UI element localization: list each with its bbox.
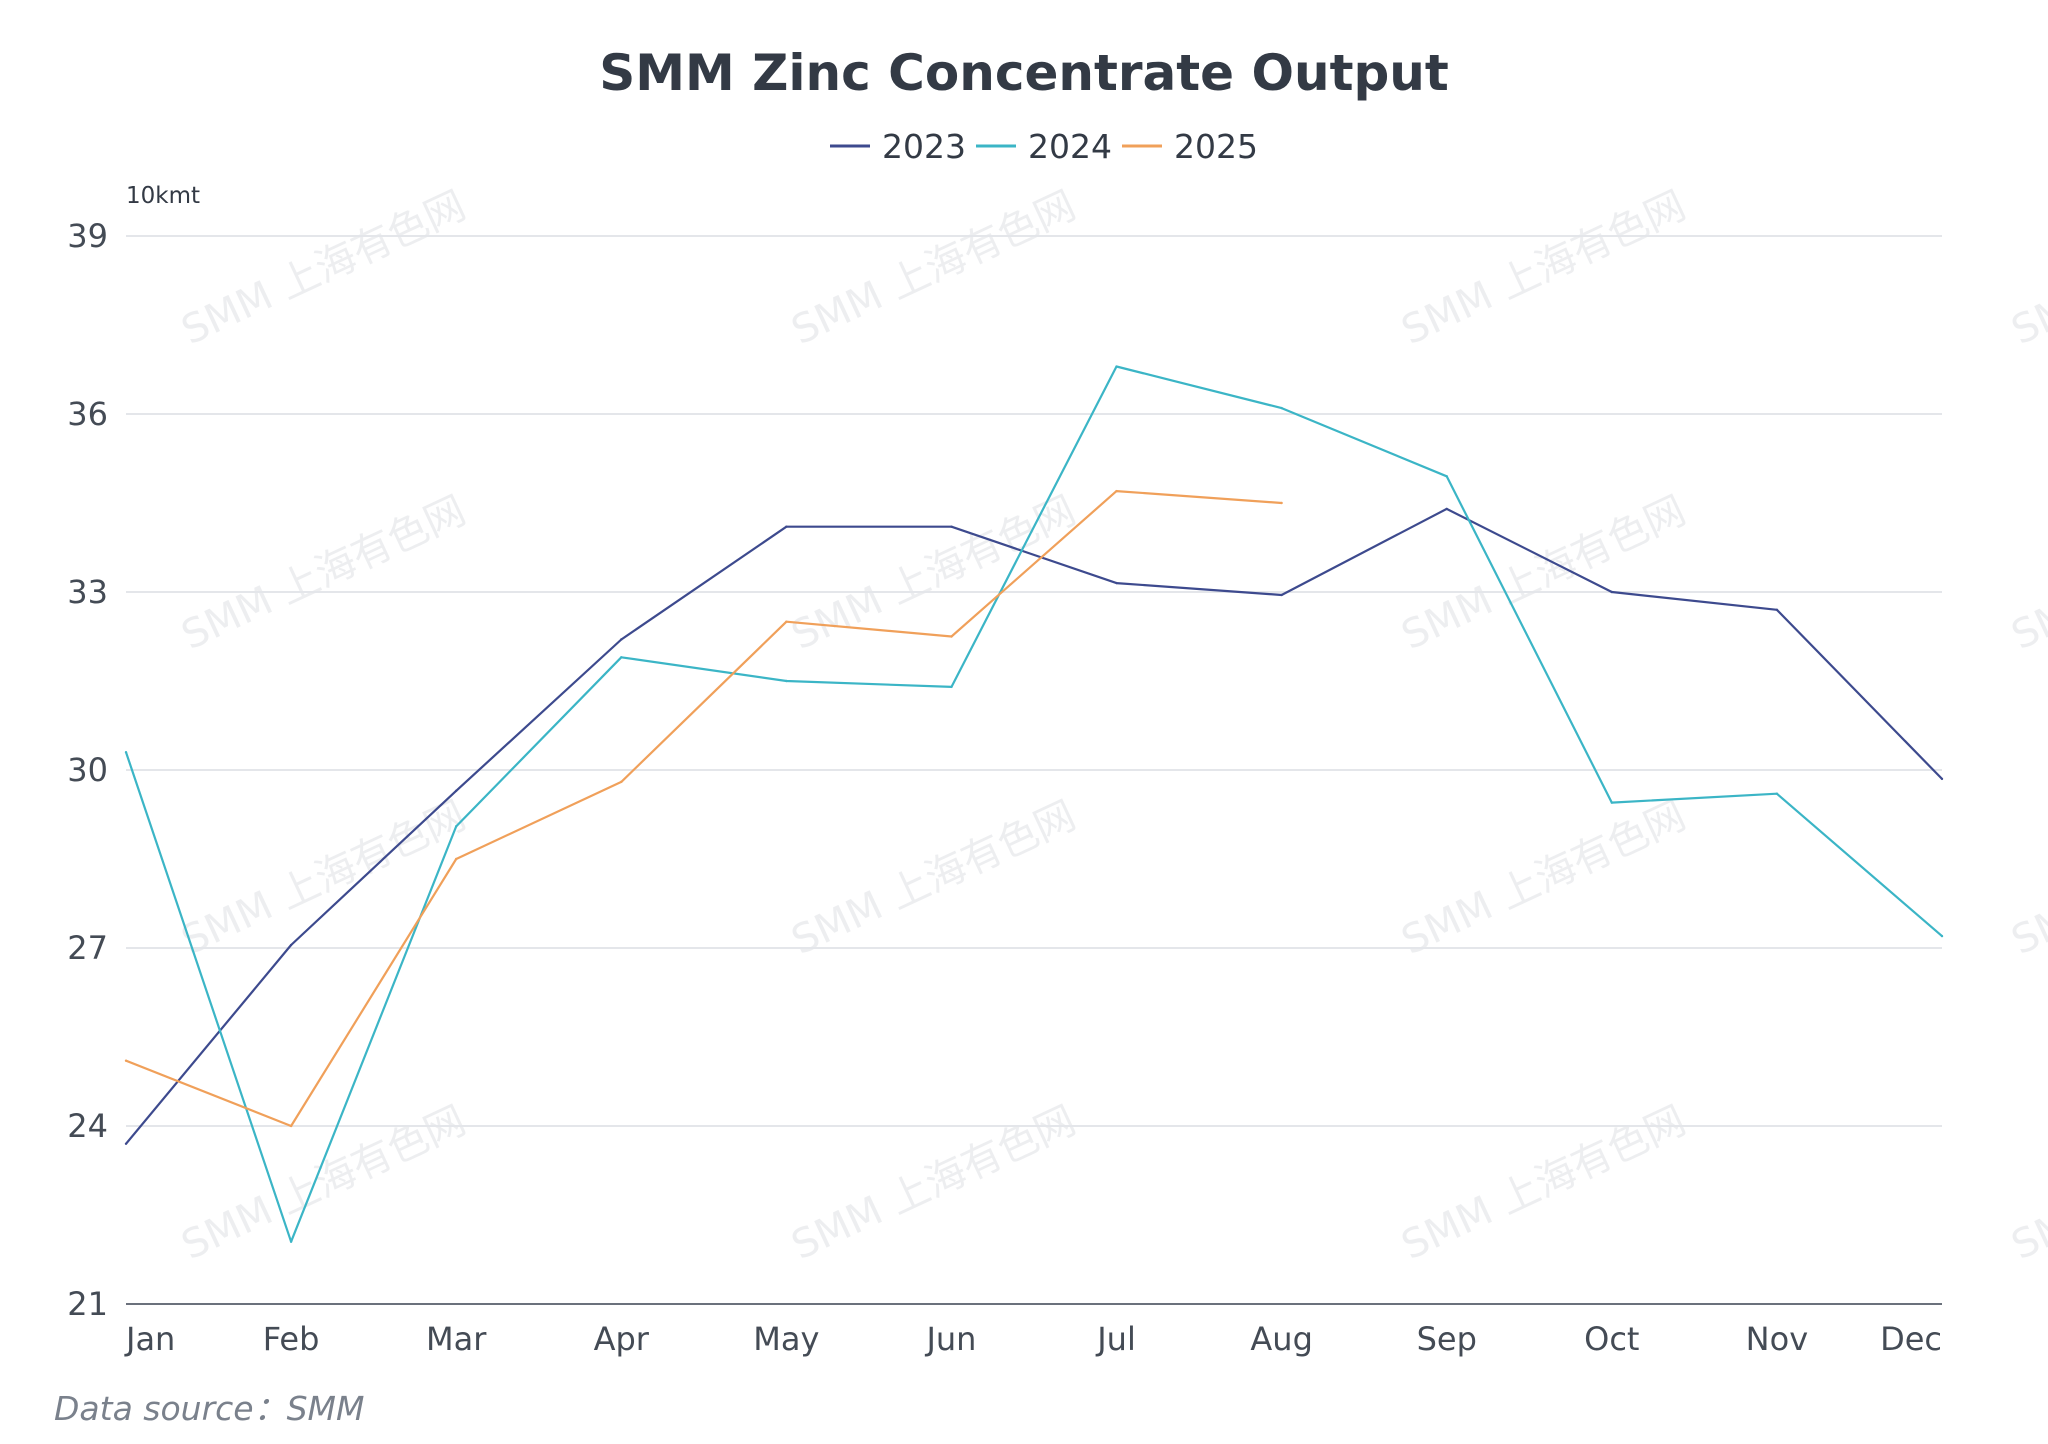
data-source-note: Data source：SMM [54, 1389, 365, 1428]
watermark-text: SMM 上海有色网 [785, 183, 1083, 354]
watermark-text: SMM 上海有色网 [2005, 793, 2048, 964]
data-point-2023 [1445, 507, 1448, 511]
legend: 2023 2024 2025 [830, 127, 1258, 166]
data-point-2025 [454, 857, 458, 861]
x-tick-label: Jun [924, 1320, 976, 1358]
x-tick-label: Mar [426, 1320, 487, 1358]
watermark-text: SMM 上海有色网 [175, 183, 473, 354]
data-point-2024 [785, 679, 788, 683]
data-point-2023 [950, 525, 953, 528]
data-point-2024 [1445, 475, 1448, 478]
watermark-text: SMM 上海有色网 [175, 488, 473, 659]
watermark-text: SMM 上海有色网 [2005, 183, 2048, 354]
data-point-2024 [1775, 792, 1779, 795]
chart-title: SMM Zinc Concentrate Output [599, 44, 1449, 102]
watermark-text: SMM 上海有色网 [175, 1098, 473, 1269]
data-point-2023 [620, 638, 623, 641]
watermark-text: SMM 上海有色网 [1395, 793, 1693, 964]
data-point-2023 [289, 943, 293, 947]
y-tick-label: 27 [67, 929, 108, 967]
data-point-2024 [454, 825, 458, 828]
y-tick-label: 21 [67, 1285, 108, 1323]
data-point-2023 [1610, 590, 1614, 594]
data-point-2023 [785, 525, 788, 528]
y-tick-label: 30 [67, 751, 108, 789]
legend-label-2024: 2024 [1028, 127, 1112, 166]
data-point-2024 [950, 685, 953, 689]
data-point-2023 [1775, 608, 1779, 611]
series-line-2023 [125, 507, 1943, 1145]
series-line-2024 [124, 365, 1943, 1243]
series-layer [124, 365, 1944, 1243]
x-tick-label: May [753, 1320, 819, 1358]
watermark-text: SMM 上海有色网 [2005, 1098, 2048, 1269]
x-tick-label: Jul [1095, 1320, 1136, 1358]
data-point-2023 [1115, 581, 1118, 585]
data-point-2024 [1280, 406, 1283, 410]
data-point-2024 [289, 1240, 293, 1243]
y-axis-ticks: 21 24 27 30 33 36 39 [67, 217, 108, 1323]
data-point-2025 [785, 620, 788, 623]
watermark-text: SMM 上海有色网 [785, 793, 1083, 964]
x-tick-label: Sep [1417, 1320, 1477, 1358]
watermark-text: SMM 上海有色网 [785, 488, 1083, 659]
y-tick-label: 39 [67, 217, 108, 255]
watermark-layer: SMM 上海有色网 SMM 上海有色网 SMM 上海有色网 SMM 上海有色网 SMM … [175, 183, 2048, 1269]
y-axis-unit-label: 10kmt [126, 183, 200, 209]
data-point-2024 [124, 751, 128, 754]
data-point-2025 [1115, 489, 1118, 493]
y-tick-label: 36 [67, 395, 108, 433]
watermark-text: SMM 上海有色网 [2005, 488, 2048, 659]
grid-layer [126, 235, 1942, 1305]
data-point-2024 [1940, 934, 1944, 938]
legend-label-2023: 2023 [882, 127, 966, 166]
watermark-text: SMM 上海有色网 [1395, 1098, 1693, 1269]
x-tick-label: Feb [263, 1320, 320, 1358]
data-point-2023 [454, 789, 458, 792]
y-tick-label: 24 [67, 1107, 108, 1145]
x-tick-label: Oct [1584, 1320, 1639, 1358]
y-tick-label: 33 [67, 573, 108, 611]
data-point-2025 [1280, 501, 1283, 505]
data-point-2024 [1610, 801, 1614, 804]
x-tick-label: Dec [1880, 1320, 1942, 1358]
data-point-2023 [1940, 777, 1944, 781]
data-point-2023 [124, 1142, 128, 1146]
series-line-2025 [125, 490, 1282, 1128]
x-axis-ticks: Jan Feb Mar Apr May Jun Jul Aug Sep Oct Nov Dec [124, 1320, 1942, 1358]
watermark-text: SMM 上海有色网 [1395, 183, 1693, 354]
x-tick-label: Aug [1250, 1320, 1312, 1358]
data-point-2025 [620, 780, 623, 784]
x-tick-label: Nov [1746, 1320, 1808, 1358]
data-point-2025 [289, 1124, 293, 1128]
legend-label-2025: 2025 [1174, 127, 1258, 166]
x-tick-label: Apr [594, 1320, 650, 1358]
data-point-2023 [1280, 593, 1283, 597]
x-tick-label: Jan [124, 1320, 175, 1358]
data-point-2025 [124, 1059, 128, 1062]
data-point-2024 [1115, 365, 1118, 368]
data-point-2024 [620, 656, 623, 659]
watermark-text: SMM 上海有色网 [785, 1098, 1083, 1269]
data-point-2025 [950, 635, 953, 638]
